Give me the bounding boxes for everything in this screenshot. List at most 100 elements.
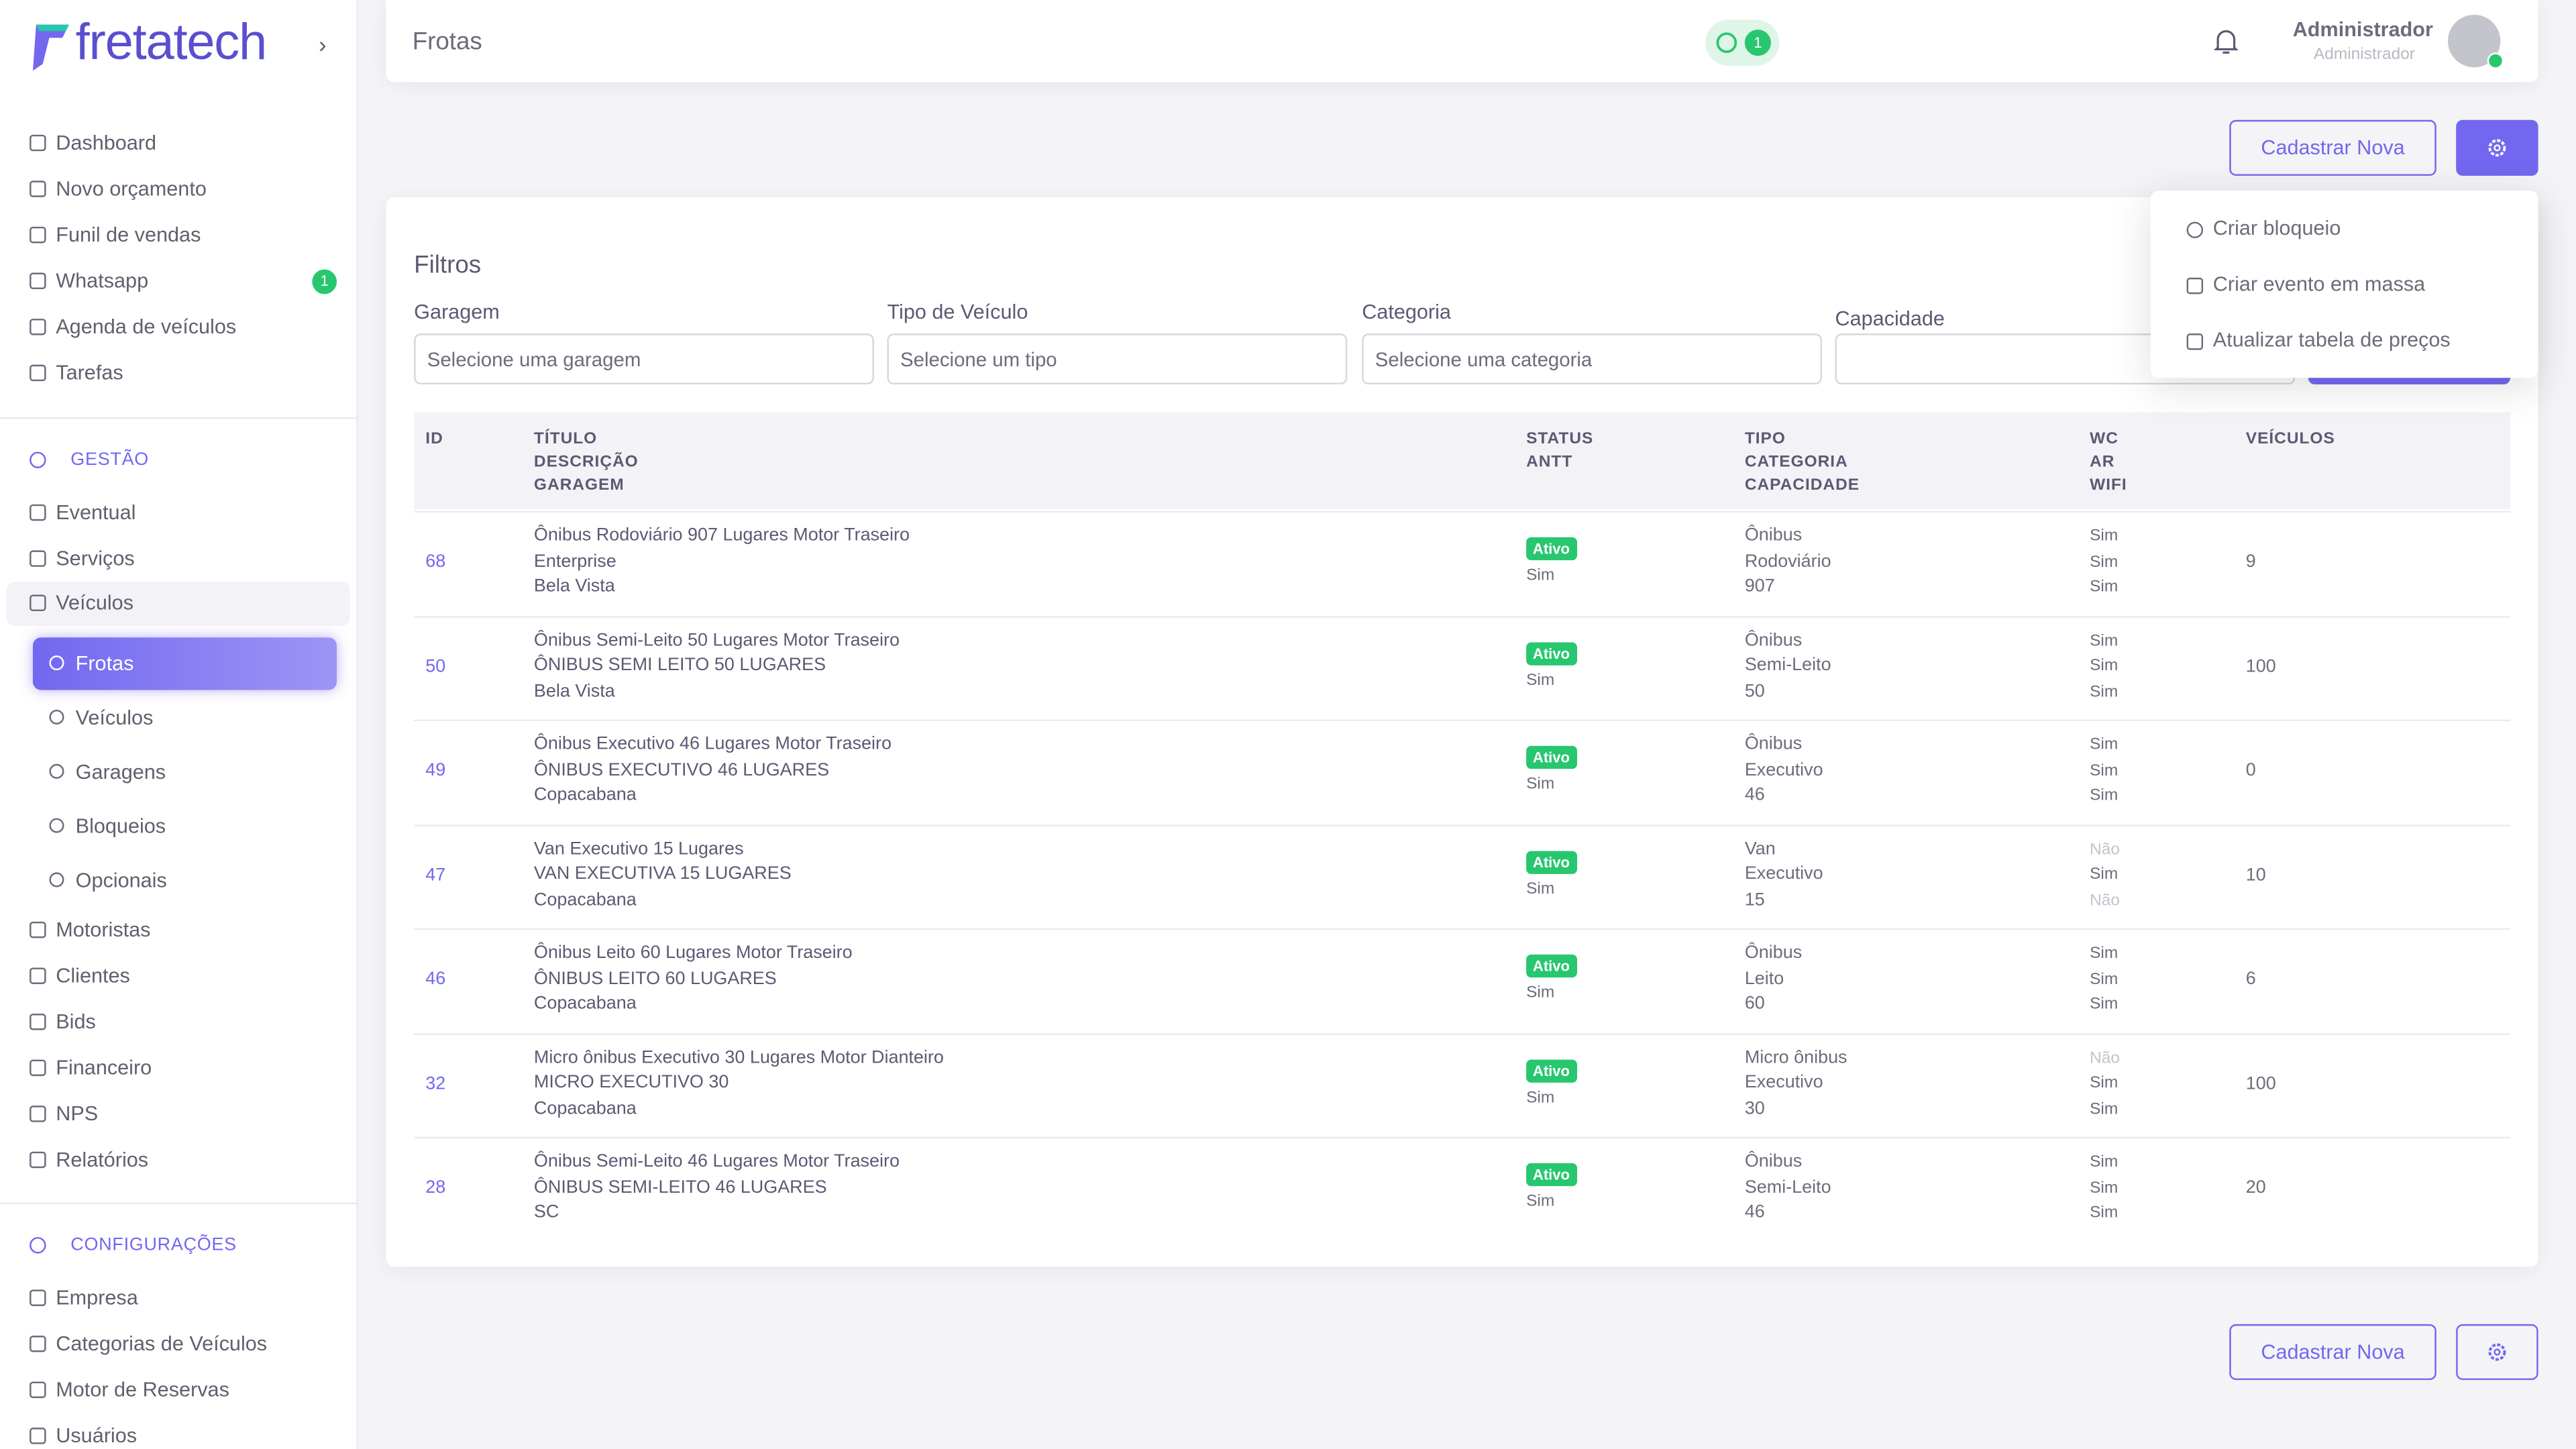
cell-type: Ônibus: [1744, 525, 1803, 546]
nav-item[interactable]: Clientes: [56, 964, 130, 987]
nav-icon: [30, 134, 46, 152]
column-header: CAPACIDADE: [1744, 476, 1860, 495]
cell-wc: Sim: [2090, 631, 2118, 650]
online-dot: [2487, 52, 2504, 69]
new-button[interactable]: Cadastrar Nova: [2229, 119, 2436, 176]
status-badge: Ativo: [1526, 745, 1576, 769]
column-header: WIFI: [2090, 476, 2127, 495]
sidebar: fretatech › Dashboard Novo orçamento Funil…: [0, 0, 358, 1449]
column-header: GARAGEM: [533, 476, 625, 495]
cell-ar: Sim: [2090, 657, 2118, 676]
nav-item[interactable]: Garagens: [75, 760, 166, 784]
cell-vehicles: 10: [2245, 865, 2266, 885]
whatsapp-badge: 1: [1744, 30, 1772, 56]
cell-wc: Sim: [2090, 736, 2118, 755]
cell-title: Ônibus Executivo 46 Lugares Motor Trasei…: [533, 734, 892, 755]
nav-item[interactable]: Funil de vendas: [56, 223, 201, 247]
fleet-id[interactable]: 50: [425, 656, 446, 676]
fleet-id[interactable]: 46: [425, 969, 446, 989]
cell-description: ÔNIBUS EXECUTIVO 46 LUGARES: [533, 759, 830, 780]
section-title: GESTÃO: [70, 450, 150, 470]
nav-item[interactable]: Usuários: [56, 1424, 138, 1448]
nav-item[interactable]: Motor de Reservas: [56, 1378, 229, 1401]
fleet-id[interactable]: 47: [425, 865, 446, 885]
menu-item[interactable]: Criar evento em massa: [2212, 272, 2426, 296]
menu-item[interactable]: Atualizar tabela de preços: [2212, 328, 2451, 352]
table-header: [414, 412, 2511, 510]
fleet-id[interactable]: 68: [425, 551, 446, 572]
column-header: TIPO: [1744, 430, 1786, 449]
notifications[interactable]: [2213, 28, 2239, 56]
gear-icon: [2488, 139, 2506, 157]
column-header: CATEGORIA: [1744, 453, 1848, 472]
nav-icon: [30, 967, 46, 984]
nav-icon: [30, 1289, 46, 1306]
settings-button[interactable]: [2456, 119, 2538, 176]
filter-input[interactable]: Selecione um tipo: [887, 333, 1348, 385]
cell-description: ÔNIBUS LEITO 60 LUGARES: [533, 968, 777, 989]
row-divider: [414, 928, 2511, 930]
row-divider: [414, 511, 2511, 513]
row-divider: [414, 824, 2511, 826]
nav-item[interactable]: Eventual: [56, 500, 136, 525]
cell-garage: Copacabana: [533, 785, 637, 806]
divider: [0, 417, 357, 419]
nav-item[interactable]: Serviços: [56, 546, 135, 570]
nav-item[interactable]: Frotas: [75, 652, 134, 676]
filters-title: Filtros: [414, 251, 482, 280]
column-header: ANTT: [1526, 453, 1573, 472]
nav-item[interactable]: Novo orçamento: [56, 177, 207, 201]
nav-item[interactable]: Veículos: [75, 706, 154, 730]
cell-wc: Sim: [2090, 1153, 2118, 1172]
nav-item[interactable]: Whatsapp: [56, 269, 149, 292]
filter-input[interactable]: Selecione uma categoria: [1362, 333, 1822, 385]
nav-item[interactable]: Agenda de veículos: [56, 315, 237, 339]
filter-input[interactable]: Selecione uma garagem: [414, 333, 874, 385]
column-header: WC: [2090, 430, 2118, 449]
status-badge: Ativo: [1526, 954, 1576, 978]
nav-icon: [30, 549, 46, 566]
nav-icon: [30, 921, 46, 938]
avatar[interactable]: [2447, 15, 2504, 69]
cell-type: Ônibus: [1744, 630, 1803, 650]
fleet-id[interactable]: 49: [425, 760, 446, 781]
nav-item[interactable]: Relatórios: [56, 1148, 149, 1172]
nav-item[interactable]: Financeiro: [56, 1056, 152, 1079]
collapse-toggle[interactable]: ›: [319, 31, 327, 58]
cell-ar: Sim: [2090, 553, 2118, 572]
nav-item[interactable]: Dashboard: [56, 131, 157, 155]
fleet-id[interactable]: 28: [425, 1177, 446, 1198]
cell-vehicles: 6: [2245, 969, 2256, 989]
menu-item[interactable]: Criar bloqueio: [2212, 217, 2341, 240]
nav-item[interactable]: Veículos: [56, 591, 134, 614]
whatsapp-pill[interactable]: 1: [1705, 19, 1780, 66]
nav-icon: [30, 180, 46, 197]
cell-wifi: Sim: [2090, 682, 2118, 701]
nav-item[interactable]: Opcionais: [75, 869, 167, 892]
row-divider: [414, 615, 2511, 617]
cell-garage: Bela Vista: [533, 576, 615, 596]
nav-item[interactable]: Tarefas: [56, 361, 123, 385]
nav-icon: [30, 504, 46, 521]
cell-wifi: Sim: [2090, 1204, 2118, 1223]
column-header: ID: [425, 430, 443, 449]
cell-capacity: 46: [1744, 1202, 1765, 1223]
new-button-bottom[interactable]: Cadastrar Nova: [2229, 1324, 2436, 1381]
settings-button-bottom[interactable]: [2456, 1324, 2538, 1381]
nav-item[interactable]: Bids: [56, 1010, 96, 1034]
cell-ar: Sim: [2090, 761, 2118, 780]
cell-title: Ônibus Leito 60 Lugares Motor Traseiro: [533, 943, 853, 963]
nav-item[interactable]: NPS: [56, 1102, 99, 1126]
nav-item[interactable]: Empresa: [56, 1286, 138, 1309]
cell-antt: Sim: [1526, 1192, 1555, 1211]
nav-icon: [30, 1151, 46, 1169]
cell-garage: Bela Vista: [533, 681, 615, 701]
nav-item[interactable]: Motoristas: [56, 918, 151, 942]
fleet-id[interactable]: 32: [425, 1073, 446, 1093]
nav-item[interactable]: Bloqueios: [75, 814, 166, 838]
cell-type: Ônibus: [1744, 734, 1803, 755]
cell-description: ÔNIBUS SEMI-LEITO 46 LUGARES: [533, 1177, 827, 1197]
nav-item[interactable]: Categorias de Veículos: [56, 1332, 268, 1356]
brand[interactable]: fretatech: [75, 13, 268, 71]
